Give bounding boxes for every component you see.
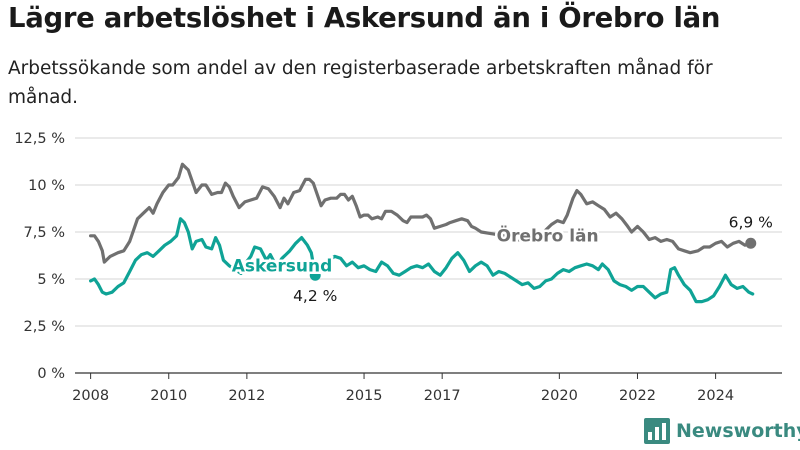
- x-tick-label: 2008: [72, 388, 109, 404]
- x-tick-label: 2012: [228, 388, 265, 404]
- chart-title: Lägre arbetslöshet i Askersund än i Öreb…: [8, 2, 721, 34]
- x-tick-label: 2020: [541, 388, 578, 404]
- series-end-marker-1: [309, 269, 321, 281]
- brand-name: Newsworthy: [676, 420, 800, 442]
- y-tick-label: 0 %: [37, 366, 65, 382]
- series-name-label-1: Askersund: [232, 256, 333, 276]
- x-tick-label: 2015: [346, 388, 383, 404]
- brand-logo[interactable]: Newsworthy: [644, 418, 800, 444]
- bar-chart-logo-icon: [644, 418, 670, 444]
- y-tick-label: 2,5 %: [24, 319, 65, 335]
- y-tick-label: 5 %: [37, 272, 65, 288]
- x-tick-label: 2024: [697, 388, 734, 404]
- y-tick-label: 10 %: [28, 178, 65, 194]
- y-tick-label: 7,5 %: [24, 225, 65, 241]
- chart-subtitle: Arbetssökande som andel av den registerb…: [8, 58, 713, 108]
- series-end-label-1: 4,2 %: [293, 287, 337, 305]
- series-name-label-0: Örebro län: [497, 224, 599, 246]
- series-line-1: [89, 217, 317, 296]
- series-end-marker-0: [745, 237, 757, 249]
- series-end-label-0: 6,9 %: [729, 213, 773, 231]
- x-tick-label: 2022: [619, 388, 656, 404]
- series-line-2: [321, 251, 755, 304]
- series-line-0: [89, 162, 753, 264]
- x-tick-label: 2010: [150, 388, 187, 404]
- y-tick-label: 12,5 %: [14, 131, 65, 147]
- x-tick-label: 2017: [424, 388, 461, 404]
